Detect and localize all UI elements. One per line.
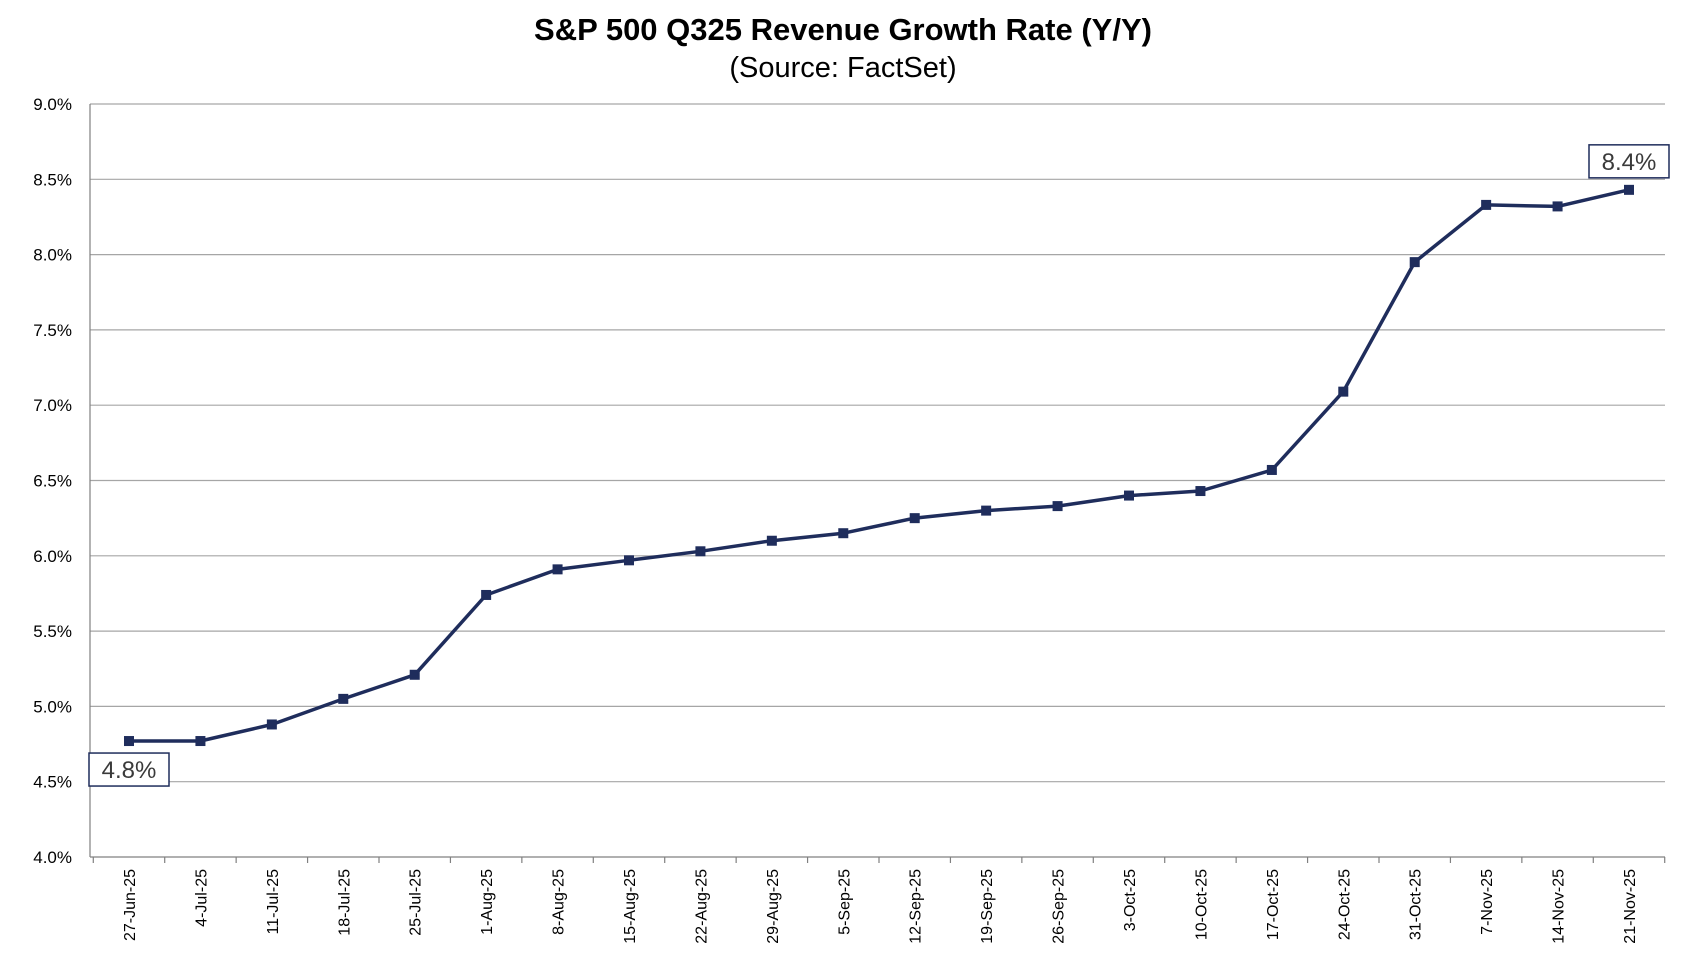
y-tick-label: 6.5% — [33, 472, 72, 491]
x-tick-label: 26-Sep-25 — [1051, 869, 1068, 944]
y-tick-label: 8.5% — [33, 170, 72, 189]
chart-subtitle: (Source: FactSet) — [729, 52, 956, 84]
annotations: 4.8% 8.4% — [88, 144, 1670, 787]
x-tick-label: 14-Nov-25 — [1551, 869, 1568, 944]
y-tick-label: 5.5% — [33, 622, 72, 641]
y-tick-label: 4.0% — [33, 848, 72, 867]
data-point — [1409, 257, 1420, 268]
x-tick-label: 3-Oct-25 — [1122, 869, 1139, 931]
data-markers — [124, 184, 1634, 747]
data-point — [1195, 486, 1206, 497]
x-tick-label: 7-Nov-25 — [1479, 869, 1496, 935]
annotation-label: 4.8% — [102, 757, 157, 784]
data-point — [481, 589, 492, 600]
data-point — [981, 505, 992, 516]
x-tick-label: 12-Sep-25 — [908, 869, 925, 944]
data-point — [838, 528, 849, 539]
series-line — [129, 188, 1630, 743]
y-tick-label: 7.0% — [33, 396, 72, 415]
x-tick-label: 4-Jul-25 — [193, 869, 210, 927]
x-tick-label: 21-Nov-25 — [1622, 869, 1639, 944]
data-point — [195, 736, 206, 747]
x-tick-label: 31-Oct-25 — [1408, 869, 1425, 940]
x-tick-label: 5-Sep-25 — [836, 869, 853, 935]
annotation-box — [88, 752, 170, 787]
x-tick-label: 25-Jul-25 — [408, 869, 425, 936]
x-tick-label: 1-Aug-25 — [479, 869, 496, 935]
x-tick-label: 11-Jul-25 — [265, 869, 282, 935]
y-tick-label: 5.0% — [33, 697, 72, 716]
data-point — [1624, 184, 1634, 195]
annotation-callout: 4.8% — [88, 752, 170, 787]
data-point — [1124, 490, 1134, 501]
x-tick-label: 18-Jul-25 — [336, 869, 353, 936]
data-point — [124, 736, 134, 747]
y-tick-labels: 4.0% 4.5% 5.0% 5.5% 6.0% 6.5% 7.0% 7.5% 8.0% 8.5%… — [33, 95, 72, 867]
x-tick-label: 10-Oct-25 — [1193, 869, 1210, 940]
data-point — [624, 555, 634, 566]
x-tick-label: 24-Oct-25 — [1336, 869, 1353, 940]
data-point — [1552, 201, 1563, 212]
chart-title: S&P 500 Q325 Revenue Growth Rate (Y/Y) — [534, 12, 1152, 47]
y-tick-label: 6.0% — [33, 547, 72, 566]
data-point — [1338, 386, 1349, 397]
annotation-label: 8.4% — [1602, 149, 1657, 176]
data-point — [1052, 501, 1063, 512]
data-point — [338, 693, 349, 704]
annotation-box — [1588, 144, 1670, 179]
axes — [89, 104, 1666, 863]
data-point — [766, 535, 777, 546]
y-tick-label: 9.0% — [33, 95, 72, 114]
y-tick-label: 4.5% — [33, 773, 72, 792]
data-point — [552, 564, 563, 575]
x-tick-label: 29-Aug-25 — [765, 869, 782, 944]
x-tick-label: 8-Aug-25 — [551, 869, 568, 935]
series-lines — [129, 188, 1630, 743]
data-point — [266, 719, 277, 730]
gridlines — [90, 103, 1665, 783]
data-point — [695, 546, 706, 557]
x-tick-label: 27-Jun-25 — [122, 869, 139, 941]
x-tick-label: 22-Aug-25 — [693, 869, 710, 944]
x-tick-label: 17-Oct-25 — [1265, 869, 1282, 940]
data-point — [1266, 464, 1277, 475]
x-tick-labels: 27-Jun-25 4-Jul-25 11-Jul-25 18-Jul-25 25-Ju… — [122, 869, 1639, 944]
data-point — [409, 669, 420, 680]
y-tick-label: 8.0% — [33, 246, 72, 265]
y-tick-label: 7.5% — [33, 321, 72, 340]
x-tick-label: 15-Aug-25 — [622, 869, 639, 944]
data-point — [1481, 199, 1492, 210]
data-point — [909, 513, 920, 524]
x-tick-label: 19-Sep-25 — [979, 869, 996, 944]
annotation-callout: 8.4% — [1588, 144, 1670, 179]
